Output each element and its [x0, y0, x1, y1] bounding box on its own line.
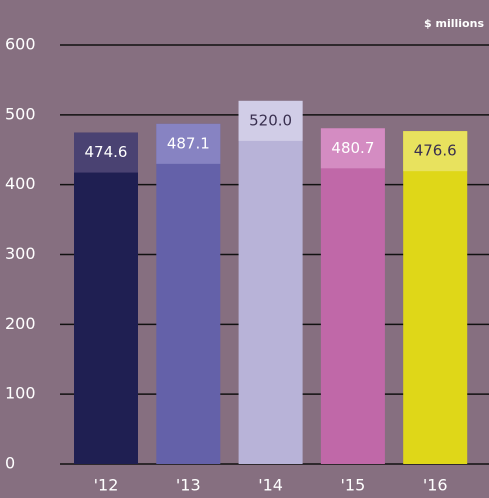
y-tick-label: 100 [5, 384, 36, 403]
y-tick-label: 500 [5, 104, 36, 123]
x-tick-label: '15 [341, 476, 366, 495]
y-tick-label: 200 [5, 314, 36, 333]
bar-highlight [156, 123, 221, 164]
bar [156, 123, 221, 465]
x-tick-label: '13 [176, 476, 201, 495]
value-label: 480.7 [331, 139, 374, 157]
value-label: 487.1 [167, 134, 210, 152]
value-label: 474.6 [85, 143, 128, 161]
bar [320, 128, 385, 465]
value-label: 520.0 [249, 111, 292, 129]
y-tick-label: 0 [5, 454, 15, 473]
y-tick-label: 600 [5, 35, 36, 54]
value-label: 476.6 [414, 142, 457, 160]
x-tick-label: '16 [423, 476, 448, 495]
x-tick-label: '14 [258, 476, 283, 495]
bar-highlight [320, 128, 385, 169]
bar-highlight [238, 100, 303, 141]
bar-highlight [74, 132, 138, 173]
bar [74, 132, 138, 465]
bar-highlight [403, 131, 468, 172]
y-tick-label: 400 [5, 174, 36, 193]
bar [238, 100, 303, 464]
bar [403, 131, 468, 465]
unit-label: $ millions [424, 17, 484, 30]
x-tick-label: '12 [94, 476, 119, 495]
y-tick-label: 300 [5, 244, 36, 263]
